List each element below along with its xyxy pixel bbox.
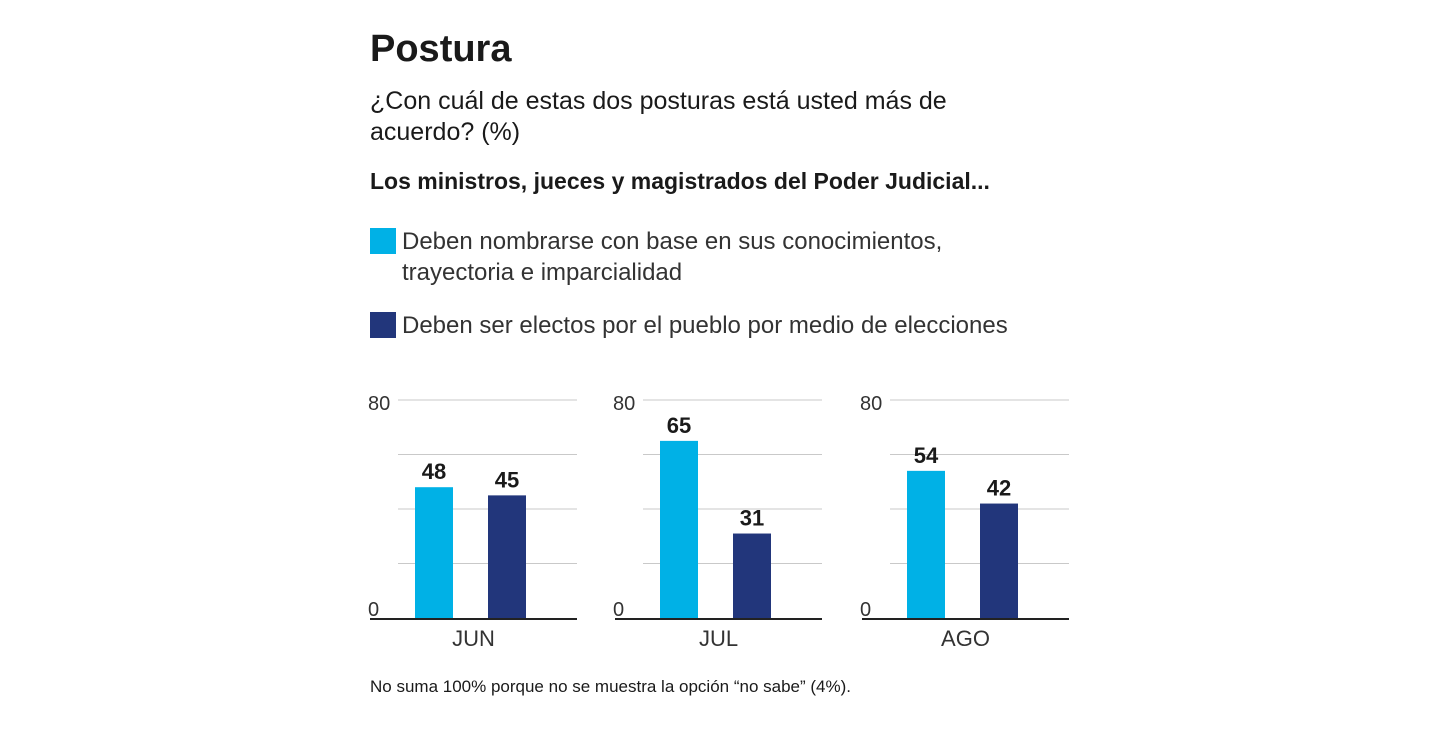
category-label: AGO xyxy=(941,626,990,651)
bar-electos xyxy=(733,533,771,618)
bar-nombrarse xyxy=(660,440,698,618)
data-label: 42 xyxy=(987,476,1011,501)
category-label: JUN xyxy=(452,626,495,651)
data-label: 45 xyxy=(495,467,519,492)
y-tick-label: 80 xyxy=(368,393,390,415)
data-label: 31 xyxy=(740,506,764,531)
bar-electos xyxy=(980,503,1018,618)
chart-panel-jul: 80 0 65 31 JUL xyxy=(613,393,822,651)
chart-subtitle: Los ministros, jueces y magistrados del … xyxy=(370,168,990,194)
y-tick-label: 0 xyxy=(613,599,624,621)
legend-item-nombrarse: Deben nombrarse con base en sus conocimi… xyxy=(370,226,1022,288)
legend-label: Deben ser electos por el pueblo por medi… xyxy=(402,312,1008,339)
chart-panel-jun: 80 0 48 45 JUN xyxy=(368,393,577,651)
legend-item-electos: Deben ser electos por el pueblo por medi… xyxy=(370,310,1022,341)
footnote: No suma 100% porque no se muestra la opc… xyxy=(370,677,851,696)
legend-swatch-dark-blue xyxy=(370,312,396,338)
y-tick-label: 0 xyxy=(860,599,871,621)
chart-title: Postura xyxy=(370,28,512,70)
legend-label: Deben nombrarse con base en sus conocimi… xyxy=(402,228,943,286)
data-label: 48 xyxy=(422,459,446,484)
legend-swatch-light-blue xyxy=(370,228,396,254)
chart-panel-ago: 80 0 54 42 AGO xyxy=(860,393,1069,651)
y-tick-label: 80 xyxy=(860,393,882,415)
data-label: 54 xyxy=(914,443,939,468)
y-tick-label: 0 xyxy=(368,599,379,621)
y-tick-label: 80 xyxy=(613,393,635,415)
bar-nombrarse xyxy=(907,470,945,618)
data-label: 65 xyxy=(667,413,691,438)
survey-question: ¿Con cuál de estas dos posturas está ust… xyxy=(370,87,947,146)
category-label: JUL xyxy=(699,626,738,651)
bar-electos xyxy=(488,495,526,618)
bar-nombrarse xyxy=(415,487,453,618)
